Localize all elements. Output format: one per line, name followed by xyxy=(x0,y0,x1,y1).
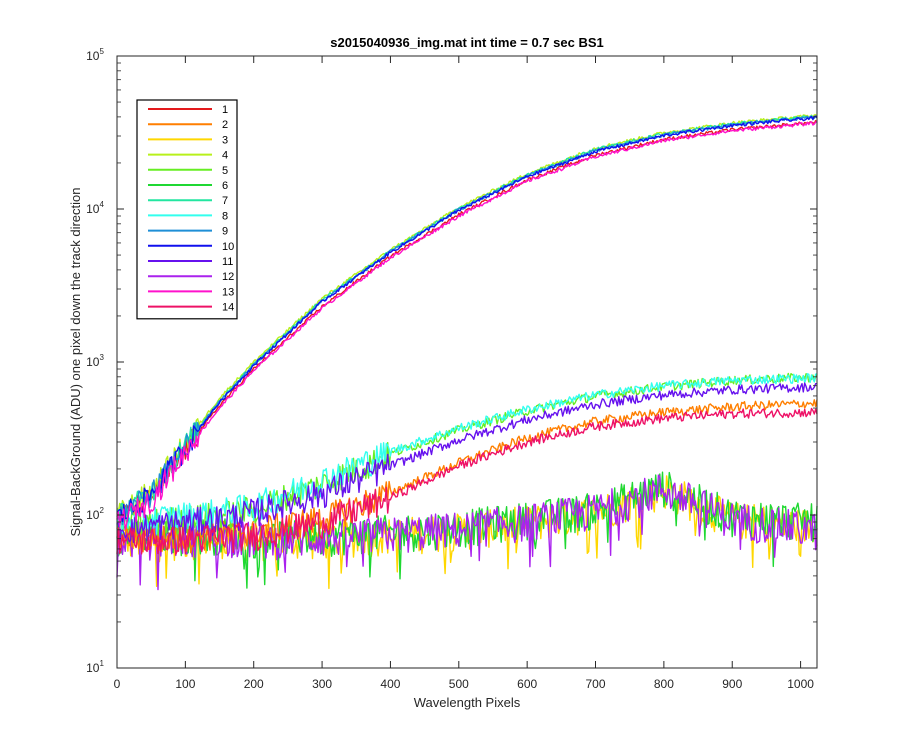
y-tick-label: 105 xyxy=(86,47,104,63)
axes-layer: 0 100 200 300 400 500 600 700 800 900 100010110210… xyxy=(86,47,818,691)
x-tick-label: 500 xyxy=(449,677,469,691)
x-tick-label: 400 xyxy=(380,677,400,691)
legend-label-3: 3 xyxy=(222,134,228,146)
y-tick-exponent: 5 xyxy=(99,47,104,56)
y-tick-label: 102 xyxy=(86,506,104,522)
legend-label-4: 4 xyxy=(222,150,228,162)
legend-label-12: 12 xyxy=(222,271,234,283)
series-line-2 xyxy=(116,399,818,554)
legend-label-13: 13 xyxy=(222,286,234,298)
y-tick-base: 10 xyxy=(86,202,100,216)
x-tick-label: 1000 xyxy=(787,677,814,691)
y-tick-base: 10 xyxy=(86,508,100,522)
x-tick-label: 800 xyxy=(654,677,674,691)
x-tick-label: 0 xyxy=(114,677,121,691)
y-tick-exponent: 1 xyxy=(99,659,104,668)
y-tick-label: 104 xyxy=(86,200,104,216)
legend-label-7: 7 xyxy=(222,195,228,207)
x-tick-label: 900 xyxy=(722,677,742,691)
y-tick-base: 10 xyxy=(86,661,100,675)
x-tick-label: 700 xyxy=(586,677,606,691)
legend-label-14: 14 xyxy=(222,302,234,314)
legend-box xyxy=(136,99,238,320)
series-line-9 xyxy=(116,115,818,528)
y-tick-base: 10 xyxy=(86,355,100,369)
legend-label-9: 9 xyxy=(222,226,228,238)
x-tick-label: 200 xyxy=(244,677,264,691)
y-tick-label: 103 xyxy=(86,353,104,369)
legend-label-2: 2 xyxy=(222,119,228,131)
series-line-14 xyxy=(116,407,818,556)
series-layer xyxy=(116,114,818,591)
series-line-11 xyxy=(116,382,817,545)
legend-label-6: 6 xyxy=(222,180,228,192)
x-axis-label: Wavelength Pixels xyxy=(414,695,521,710)
y-tick-exponent: 3 xyxy=(99,353,104,362)
y-tick-label: 101 xyxy=(86,659,104,675)
y-tick-exponent: 4 xyxy=(99,200,104,209)
legend-label-11: 11 xyxy=(222,256,233,268)
legend-label-5: 5 xyxy=(222,165,228,177)
legend-label-1: 1 xyxy=(222,104,228,116)
legend-label-8: 8 xyxy=(222,210,228,222)
legend-label-10: 10 xyxy=(222,241,234,253)
y-tick-exponent: 2 xyxy=(99,506,104,515)
y-tick-base: 10 xyxy=(86,49,100,63)
x-tick-label: 600 xyxy=(517,677,537,691)
series-line-10 xyxy=(116,115,818,523)
series-line-1 xyxy=(116,120,818,525)
y-axis-label: Signal-BackGround (ADU) one pixel down t… xyxy=(68,187,83,536)
series-line-13 xyxy=(116,120,818,530)
chart-title: s2015040936_img.mat int time = 0.7 sec B… xyxy=(330,35,604,50)
x-tick-label: 100 xyxy=(175,677,195,691)
x-tick-label: 300 xyxy=(312,677,332,691)
